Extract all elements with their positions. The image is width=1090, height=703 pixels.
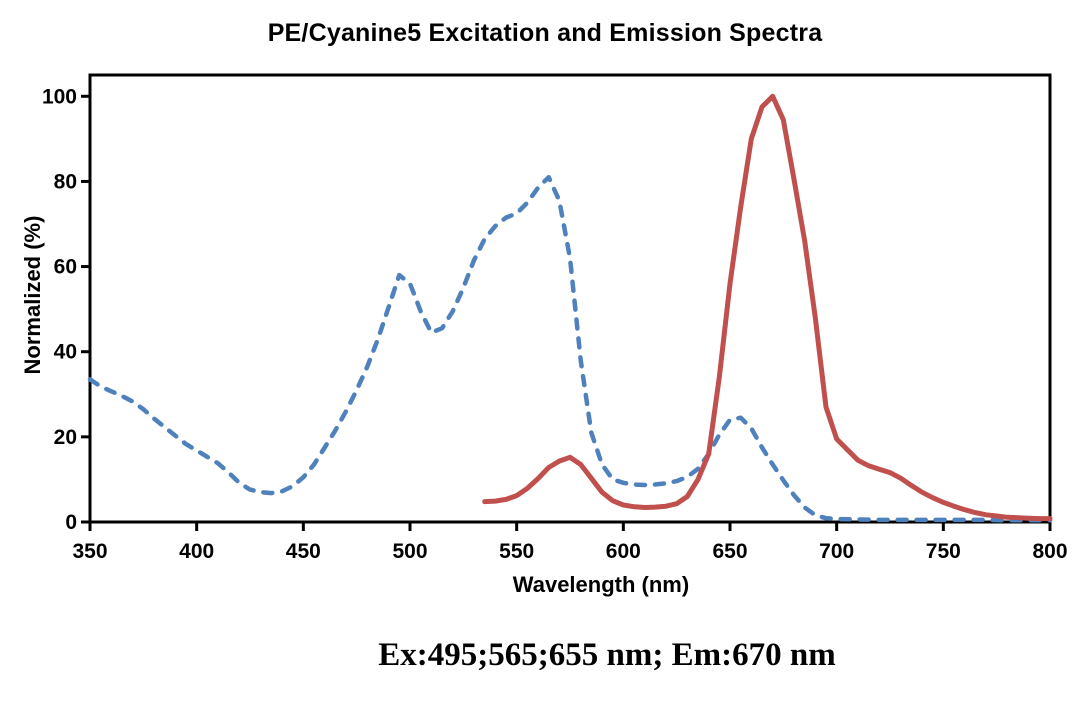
y-tick-label: 20 [54,426,77,449]
x-tick-label: 600 [606,540,641,563]
x-tick-label: 750 [926,540,961,563]
y-tick-label: 80 [54,170,77,193]
y-tick-label: 40 [54,341,77,364]
excitation-curve [87,174,1053,523]
x-tick-label: 700 [819,540,854,563]
plot-border [88,73,1052,524]
x-tick-label: 450 [286,540,321,563]
x-tick-label: 400 [179,540,214,563]
y-tick-label: 0 [65,511,77,534]
x-tick-label: 650 [712,540,747,563]
x-axis-title: Wavelength (nm) [512,572,690,597]
x-tick-label: 500 [392,540,427,563]
x-tick-label: 550 [499,540,534,563]
chart-title: PE/Cyanine5 Excitation and Emission Spec… [267,19,823,47]
x-tick-label: 350 [72,540,107,563]
x-tick-label: 800 [1032,540,1067,563]
y-tick-label: 100 [42,85,77,108]
emission-curve [482,93,1053,522]
y-tick-label: 60 [54,256,77,279]
plot-area: 350 400 450 500 550 600 650 700 750 800 0 20 40 60 80 1… [42,73,1068,563]
peaks-caption: Ex:495;565;655 nm; Em:670 nm [378,637,836,673]
